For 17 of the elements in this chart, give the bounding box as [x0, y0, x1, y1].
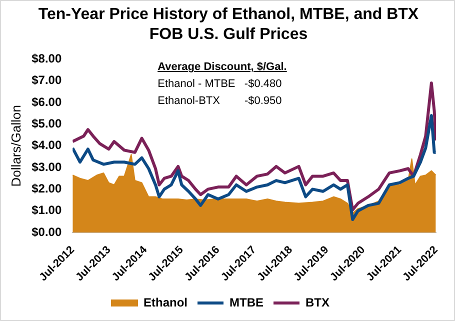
y-tick-label: $1.00	[32, 203, 62, 218]
annotation: Average Discount, $/Gal.	[158, 61, 287, 74]
y-axis-title: Dollars/Gallon	[8, 105, 24, 187]
legend-label: MTBE	[230, 295, 264, 310]
y-tick-label: $2.00	[32, 182, 62, 196]
y-tick-label: $8.00	[32, 52, 62, 66]
y-tick-label: $4.00	[32, 138, 62, 152]
y-tick-label: $3.00	[32, 160, 62, 174]
chart-title: Ten-Year Price History of Ethanol, MTBE, and BTX FOB U.S. Gulf Prices	[37, 5, 420, 45]
y-tick-label: $5.00	[32, 116, 62, 131]
y-tick-label: $7.00	[32, 73, 62, 88]
legend-label: BTX	[305, 295, 330, 310]
y-tick-label: $0.00	[32, 224, 62, 239]
legend-label: Ethanol	[144, 295, 188, 310]
annotation: Ethanol-BTX -$0.950	[158, 95, 282, 108]
annotation: Ethanol - MTBE -$0.480	[158, 78, 282, 92]
y-tick-label: $6.00	[32, 94, 62, 109]
